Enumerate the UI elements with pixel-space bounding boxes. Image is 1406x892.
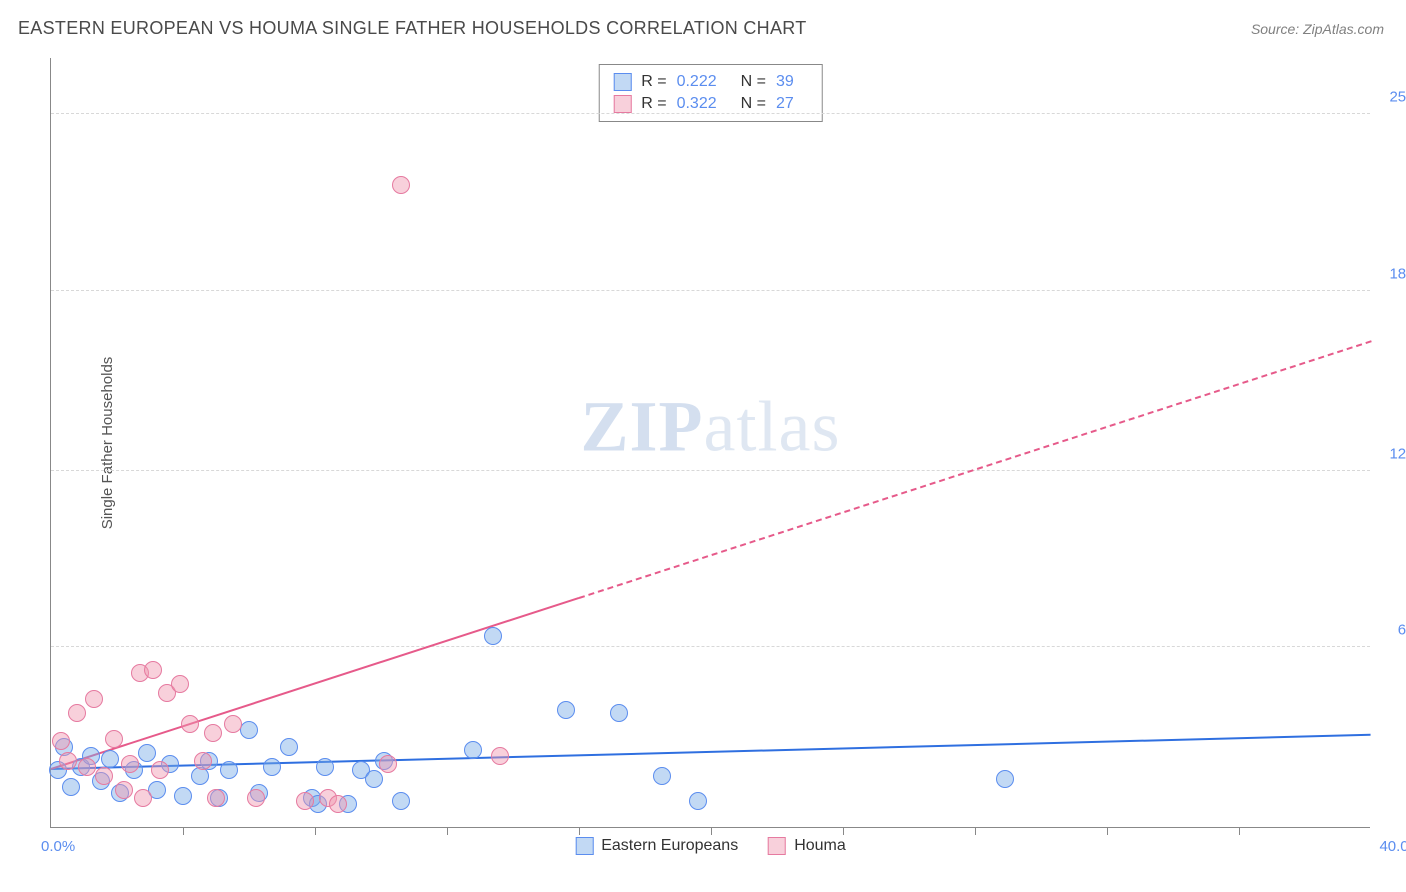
stats-row: R = 0.322 N = 27 — [613, 93, 808, 115]
data-point — [138, 744, 156, 762]
x-tick — [975, 827, 976, 835]
x-axis-max-label: 40.0% — [1379, 838, 1406, 855]
data-point — [207, 789, 225, 807]
data-point — [247, 789, 265, 807]
data-point — [689, 792, 707, 810]
data-point — [144, 661, 162, 679]
y-tick-label: 12.5% — [1378, 445, 1406, 462]
watermark: ZIPatlas — [581, 386, 841, 469]
data-point — [151, 761, 169, 779]
data-point — [171, 675, 189, 693]
data-point — [194, 752, 212, 770]
stat-r-value: 0.222 — [677, 73, 717, 91]
x-tick — [711, 827, 712, 835]
data-point — [280, 738, 298, 756]
data-point — [996, 770, 1014, 788]
data-point — [95, 767, 113, 785]
data-point — [263, 758, 281, 776]
stat-r-value: 0.322 — [677, 95, 717, 113]
stat-r-label: R = — [641, 95, 666, 113]
data-point — [220, 761, 238, 779]
grid-line — [51, 646, 1370, 647]
y-tick-label: 18.8% — [1378, 265, 1406, 282]
data-point — [392, 176, 410, 194]
data-point — [62, 778, 80, 796]
x-tick — [1239, 827, 1240, 835]
data-point — [557, 701, 575, 719]
data-point — [134, 789, 152, 807]
legend-swatch — [575, 837, 593, 855]
data-point — [204, 724, 222, 742]
data-point — [329, 795, 347, 813]
data-point — [240, 721, 258, 739]
x-tick — [1107, 827, 1108, 835]
chart-title: EASTERN EUROPEAN VS HOUMA SINGLE FATHER … — [18, 18, 807, 39]
legend-swatch — [613, 73, 631, 91]
stat-n-value: 27 — [776, 95, 794, 113]
stat-n-label: N = — [741, 95, 766, 113]
data-point — [653, 767, 671, 785]
data-point — [78, 758, 96, 776]
x-tick — [579, 827, 580, 835]
legend-item: Houma — [768, 837, 846, 855]
data-point — [121, 755, 139, 773]
legend-item: Eastern Europeans — [575, 837, 738, 855]
trend-line — [51, 597, 580, 770]
data-point — [105, 730, 123, 748]
stat-n-label: N = — [741, 73, 766, 91]
legend-swatch — [768, 837, 786, 855]
y-axis-title: Single Father Households — [99, 356, 116, 529]
data-point — [52, 732, 70, 750]
chart-plot-area: Single Father Households ZIPatlas R = 0.… — [50, 58, 1370, 828]
data-point — [365, 770, 383, 788]
chart-source: Source: ZipAtlas.com — [1251, 21, 1384, 37]
data-point — [491, 747, 509, 765]
data-point — [316, 758, 334, 776]
trend-line — [51, 734, 1371, 770]
data-point — [392, 792, 410, 810]
data-point — [379, 755, 397, 773]
data-point — [610, 704, 628, 722]
stat-n-value: 39 — [776, 73, 794, 91]
data-point — [484, 627, 502, 645]
stat-r-label: R = — [641, 73, 666, 91]
chart-header: EASTERN EUROPEAN VS HOUMA SINGLE FATHER … — [0, 0, 1406, 49]
x-tick — [315, 827, 316, 835]
legend-label: Houma — [794, 837, 846, 855]
x-tick — [843, 827, 844, 835]
legend-swatch — [613, 95, 631, 113]
data-point — [174, 787, 192, 805]
series-legend: Eastern Europeans Houma — [575, 837, 846, 855]
data-point — [68, 704, 86, 722]
y-tick-label: 25.0% — [1378, 89, 1406, 106]
data-point — [296, 792, 314, 810]
y-tick-label: 6.3% — [1378, 622, 1406, 639]
x-tick — [447, 827, 448, 835]
data-point — [85, 690, 103, 708]
data-point — [224, 715, 242, 733]
data-point — [115, 781, 133, 799]
data-point — [464, 741, 482, 759]
data-point — [181, 715, 199, 733]
data-point — [59, 752, 77, 770]
grid-line — [51, 470, 1370, 471]
data-point — [101, 750, 119, 768]
legend-label: Eastern Europeans — [601, 837, 738, 855]
x-axis-min-label: 0.0% — [41, 838, 75, 855]
stats-row: R = 0.222 N = 39 — [613, 71, 808, 93]
grid-line — [51, 290, 1370, 291]
x-tick — [183, 827, 184, 835]
grid-line — [51, 113, 1370, 114]
